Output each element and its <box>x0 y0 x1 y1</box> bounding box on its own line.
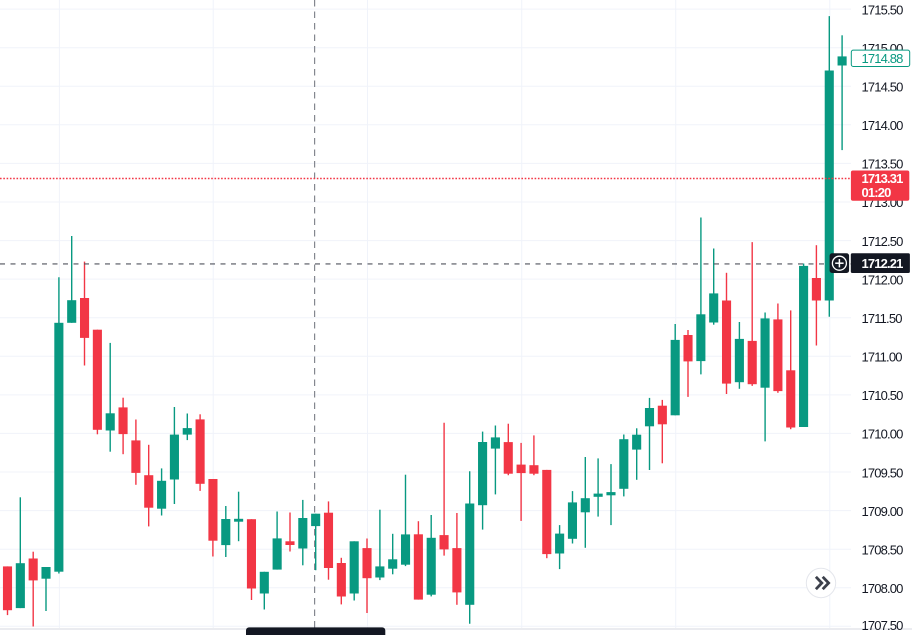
svg-text:1713.50: 1713.50 <box>862 157 904 172</box>
svg-text:1712.00: 1712.00 <box>862 272 904 287</box>
svg-text:1710.50: 1710.50 <box>862 388 904 403</box>
svg-text:1715.50: 1715.50 <box>862 2 904 17</box>
svg-text:1714.00: 1714.00 <box>862 118 904 133</box>
svg-text:1711.50: 1711.50 <box>862 311 903 326</box>
svg-text:1708.50: 1708.50 <box>862 542 904 557</box>
svg-text:1714.50: 1714.50 <box>862 80 904 95</box>
svg-text:01:20: 01:20 <box>862 185 892 200</box>
svg-text:1712.21: 1712.21 <box>862 256 904 271</box>
svg-text:1713.31: 1713.31 <box>862 171 904 186</box>
svg-text:1709.50: 1709.50 <box>862 465 904 480</box>
svg-text:1707.50: 1707.50 <box>862 618 904 633</box>
svg-text:1709.00: 1709.00 <box>862 504 904 519</box>
svg-text:1708.00: 1708.00 <box>862 581 904 596</box>
svg-text:1710.00: 1710.00 <box>862 427 904 442</box>
svg-text:1712.50: 1712.50 <box>862 234 904 249</box>
svg-text:1714.88: 1714.88 <box>862 51 904 66</box>
svg-text:1711.00: 1711.00 <box>862 350 903 365</box>
